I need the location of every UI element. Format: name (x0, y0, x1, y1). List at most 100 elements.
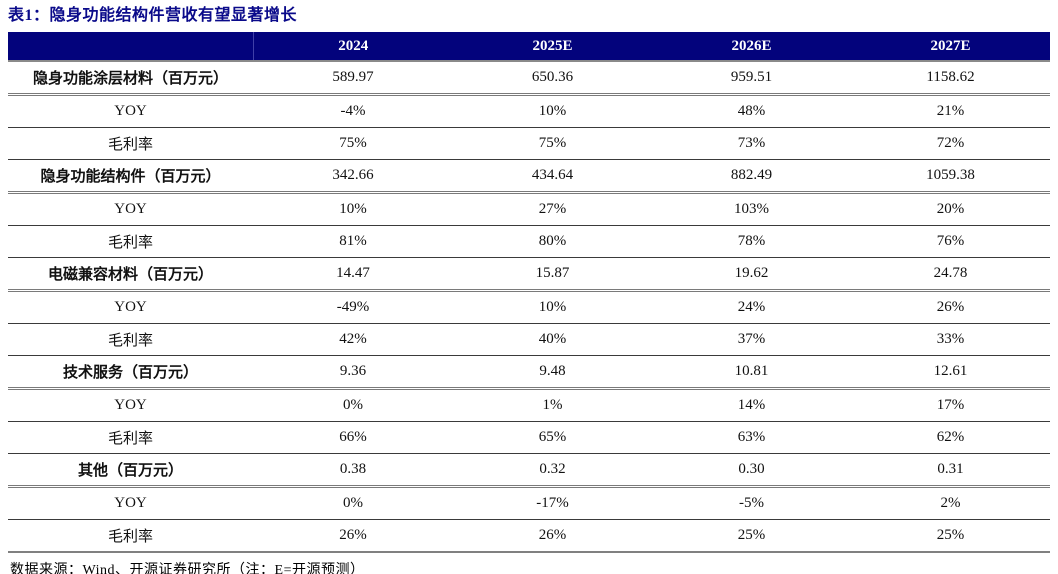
table-header: 2024 2025E 2026E 2027E (8, 32, 1050, 62)
cell-value: 10% (453, 94, 652, 128)
metric-row: YOY 0% 1% 14% 17% (8, 388, 1050, 422)
cell-value: 78% (652, 225, 851, 258)
row-label: 毛利率 (8, 127, 253, 160)
metric-row: YOY -4% 10% 48% 21% (8, 94, 1050, 128)
cell-value: 75% (453, 127, 652, 160)
category-row: 电磁兼容材料（百万元） 14.47 15.87 19.62 24.78 (8, 257, 1050, 292)
metric-row: 毛利率 26% 26% 25% 25% (8, 519, 1050, 553)
row-label: YOY (8, 192, 253, 226)
row-label: 毛利率 (8, 225, 253, 258)
row-label: 电磁兼容材料（百万元） (8, 257, 253, 292)
cell-value: 0.31 (851, 453, 1050, 488)
column-header-year: 2025E (453, 32, 652, 62)
cell-value: 342.66 (253, 159, 453, 194)
table-body: 隐身功能涂层材料（百万元） 589.97 650.36 959.51 1158.62 YO… (8, 61, 1050, 553)
cell-value: 1% (453, 388, 652, 422)
cell-value: 20% (851, 192, 1050, 226)
metric-row: 毛利率 75% 75% 73% 72% (8, 127, 1050, 160)
cell-value: 62% (851, 421, 1050, 454)
metric-row: YOY 0% -17% -5% 2% (8, 486, 1050, 520)
cell-value: 63% (652, 421, 851, 454)
cell-value: 10% (253, 192, 453, 226)
cell-value: -49% (253, 290, 453, 324)
row-label: YOY (8, 94, 253, 128)
cell-value: 25% (652, 519, 851, 553)
row-label: YOY (8, 486, 253, 520)
cell-value: 66% (253, 421, 453, 454)
cell-value: 15.87 (453, 257, 652, 292)
cell-value: 650.36 (453, 61, 652, 96)
cell-value: 75% (253, 127, 453, 160)
cell-value: -17% (453, 486, 652, 520)
cell-value: 24.78 (851, 257, 1050, 292)
cell-value: 65% (453, 421, 652, 454)
cell-value: 434.64 (453, 159, 652, 194)
category-row: 隐身功能涂层材料（百万元） 589.97 650.36 959.51 1158.62 (8, 61, 1050, 96)
cell-value: 10% (453, 290, 652, 324)
cell-value: 103% (652, 192, 851, 226)
column-header-year: 2027E (851, 32, 1050, 62)
cell-value: 1059.38 (851, 159, 1050, 194)
category-row: 其他（百万元） 0.38 0.32 0.30 0.31 (8, 453, 1050, 488)
row-label: 毛利率 (8, 323, 253, 356)
cell-value: 17% (851, 388, 1050, 422)
cell-value: 48% (652, 94, 851, 128)
cell-value: 25% (851, 519, 1050, 553)
row-label: 其他（百万元） (8, 453, 253, 488)
cell-value: 0% (253, 486, 453, 520)
cell-value: 0.32 (453, 453, 652, 488)
metric-row: 毛利率 81% 80% 78% 76% (8, 225, 1050, 258)
cell-value: 882.49 (652, 159, 851, 194)
cell-value: 959.51 (652, 61, 851, 96)
cell-value: 27% (453, 192, 652, 226)
row-label: 毛利率 (8, 519, 253, 553)
data-source-note: 数据来源：Wind、开源证券研究所（注：E=开源预测） (10, 563, 365, 574)
cell-value: 76% (851, 225, 1050, 258)
cell-value: 0.38 (253, 453, 453, 488)
cell-value: 14% (652, 388, 851, 422)
cell-value: 73% (652, 127, 851, 160)
cell-value: 19.62 (652, 257, 851, 292)
cell-value: 33% (851, 323, 1050, 356)
cell-value: 42% (253, 323, 453, 356)
metric-row: 毛利率 66% 65% 63% 62% (8, 421, 1050, 454)
column-header-year: 2026E (652, 32, 851, 62)
cell-value: 26% (851, 290, 1050, 324)
column-header-empty (8, 32, 254, 62)
cell-value: 40% (453, 323, 652, 356)
cell-value: 21% (851, 94, 1050, 128)
cell-value: 14.47 (253, 257, 453, 292)
cell-value: 80% (453, 225, 652, 258)
cell-value: 10.81 (652, 355, 851, 390)
table-caption: 表1：隐身功能结构件营收有望显著增长 (8, 7, 298, 24)
table-header-row: 2024 2025E 2026E 2027E (8, 32, 1050, 62)
cell-value: 26% (253, 519, 453, 553)
category-row: 技术服务（百万元） 9.36 9.48 10.81 12.61 (8, 355, 1050, 390)
cell-value: -4% (253, 94, 453, 128)
row-label: 毛利率 (8, 421, 253, 454)
cell-value: 26% (453, 519, 652, 553)
cell-value: 72% (851, 127, 1050, 160)
cell-value: 37% (652, 323, 851, 356)
row-label: 隐身功能结构件（百万元） (8, 159, 253, 194)
row-label: 技术服务（百万元） (8, 355, 253, 390)
cell-value: 2% (851, 486, 1050, 520)
metric-row: YOY -49% 10% 24% 26% (8, 290, 1050, 324)
cell-value: -5% (652, 486, 851, 520)
column-header-year: 2024 (253, 32, 453, 62)
cell-value: 0% (253, 388, 453, 422)
row-label: YOY (8, 388, 253, 422)
cell-value: 81% (253, 225, 453, 258)
financial-forecast-table: 2024 2025E 2026E 2027E 隐身功能涂层材料（百万元） 589.97 6… (8, 32, 1050, 553)
cell-value: 0.30 (652, 453, 851, 488)
row-label: 隐身功能涂层材料（百万元） (8, 61, 253, 96)
cell-value: 589.97 (253, 61, 453, 96)
cell-value: 12.61 (851, 355, 1050, 390)
row-label: YOY (8, 290, 253, 324)
category-row: 隐身功能结构件（百万元） 342.66 434.64 882.49 1059.38 (8, 159, 1050, 194)
metric-row: YOY 10% 27% 103% 20% (8, 192, 1050, 226)
cell-value: 9.36 (253, 355, 453, 390)
cell-value: 9.48 (453, 355, 652, 390)
cell-value: 1158.62 (851, 61, 1050, 96)
metric-row: 毛利率 42% 40% 37% 33% (8, 323, 1050, 356)
